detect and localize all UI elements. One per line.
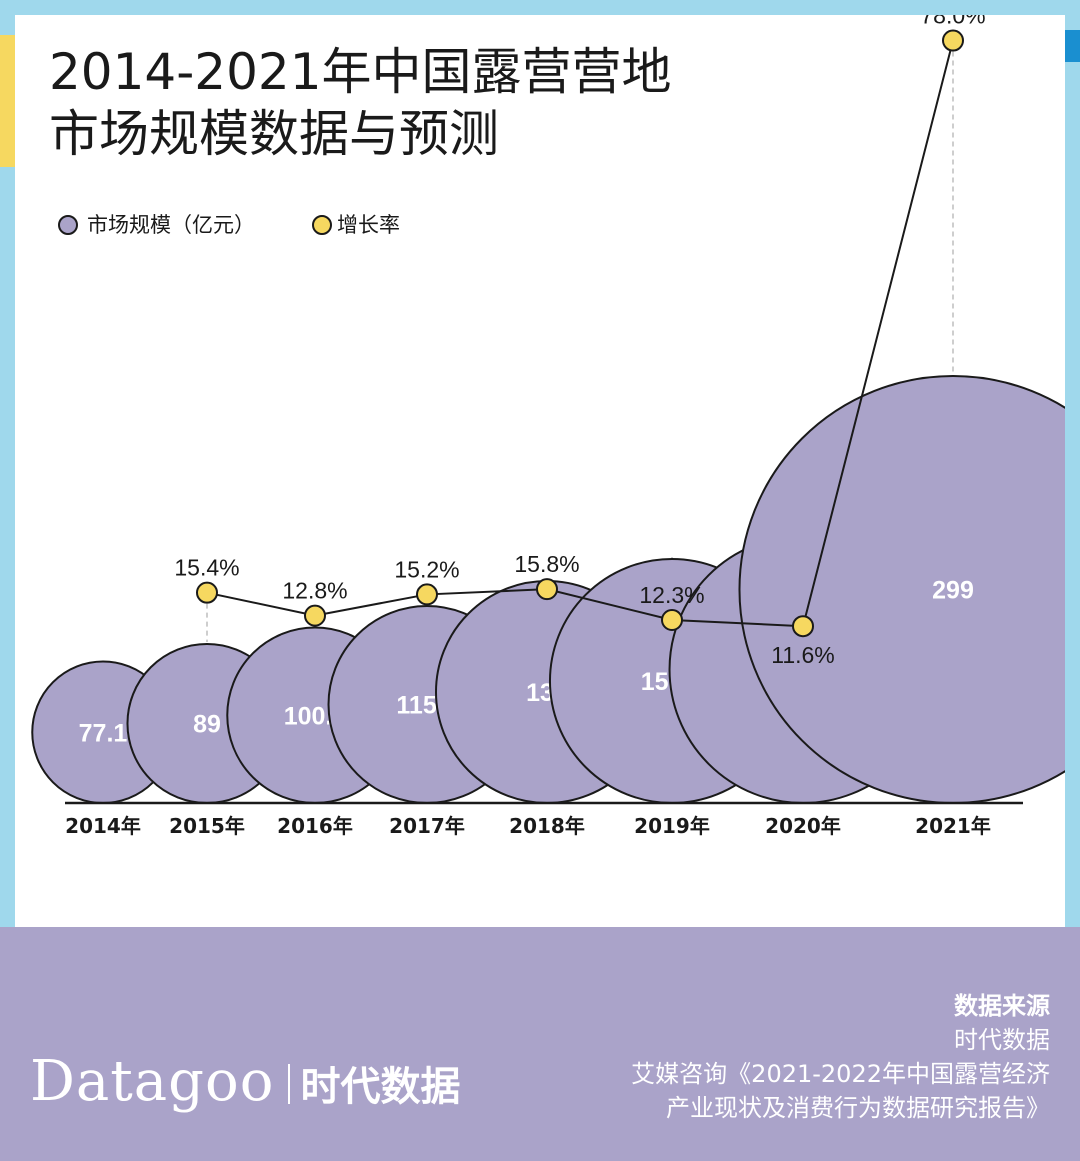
growth-rate-label: 12.8% bbox=[282, 578, 347, 604]
growth-rate-label: 11.6% bbox=[771, 642, 835, 668]
x-tick-label: 2016年 bbox=[277, 814, 353, 838]
growth-rate-label: 78.0% bbox=[920, 15, 985, 29]
brand-chinese-name: 时代数据 bbox=[300, 1064, 461, 1110]
brand-divider bbox=[288, 1064, 291, 1104]
growth-rate-dot bbox=[196, 581, 218, 604]
x-tick-label: 2021年 bbox=[915, 814, 991, 838]
legend-label-size: 市场规模（亿元） bbox=[87, 213, 255, 237]
growth-rate-dot bbox=[942, 29, 964, 52]
data-source: 数据来源 时代数据 艾媒咨询《2021-2022年中国露营经济 产业现状及消费行… bbox=[631, 989, 1050, 1125]
source-title: 数据来源 bbox=[954, 992, 1050, 1020]
brand-name: Datagoo bbox=[30, 1049, 275, 1114]
chart-title-line-2: 市场规模数据与预测 bbox=[49, 105, 499, 163]
x-tick-label: 2020年 bbox=[765, 814, 841, 838]
x-tick-label: 2014年 bbox=[65, 814, 141, 838]
source-line: 时代数据 bbox=[954, 1026, 1050, 1054]
growth-rate-dot bbox=[304, 604, 326, 627]
source-line: 产业现状及消费行为数据研究报告》 bbox=[666, 1094, 1050, 1122]
footer: Datagoo 时代数据 数据来源 时代数据 艾媒咨询《2021-2022年中国露… bbox=[0, 927, 1080, 1161]
chart-title: 2014-2021年中国露营营地 市场规模数据与预测 bbox=[49, 41, 672, 165]
growth-rate-label: 15.8% bbox=[514, 551, 579, 577]
legend-marker-size bbox=[58, 215, 78, 235]
blue-accent-stripe bbox=[1065, 30, 1080, 62]
size-value-label: 299 bbox=[932, 576, 974, 604]
growth-rate-label: 15.4% bbox=[174, 555, 239, 581]
size-value-label: 77.1 bbox=[79, 719, 128, 747]
growth-rate-dot bbox=[416, 583, 438, 606]
source-line: 艾媒咨询《2021-2022年中国露营经济 bbox=[631, 1060, 1050, 1088]
growth-rate-dot bbox=[792, 615, 814, 638]
x-tick-label: 2017年 bbox=[389, 814, 465, 838]
size-value-label: 89 bbox=[193, 710, 221, 738]
legend-marker-rate bbox=[312, 215, 332, 235]
growth-rate-label: 12.3% bbox=[639, 582, 704, 608]
x-tick-label: 2015年 bbox=[169, 814, 245, 838]
growth-rate-dot bbox=[536, 578, 558, 601]
bubble-line-chart: 市场规模（亿元）增长率77.189100.4115.7134150.516829… bbox=[31, 15, 1065, 838]
chart-title-line-1: 2014-2021年中国露营营地 bbox=[49, 43, 672, 101]
x-tick-label: 2019年 bbox=[634, 814, 710, 838]
growth-rate-dot bbox=[661, 609, 683, 632]
yellow-accent-stripe bbox=[0, 35, 15, 167]
legend-label-rate: 增长率 bbox=[337, 213, 400, 237]
x-tick-label: 2018年 bbox=[509, 814, 585, 838]
growth-rate-label: 15.2% bbox=[394, 556, 459, 582]
brand-logo: Datagoo 时代数据 bbox=[30, 1049, 460, 1114]
chart-card: 2014-2021年中国露营营地 市场规模数据与预测 市场规模（亿元） 增长率 77… bbox=[15, 15, 1065, 927]
